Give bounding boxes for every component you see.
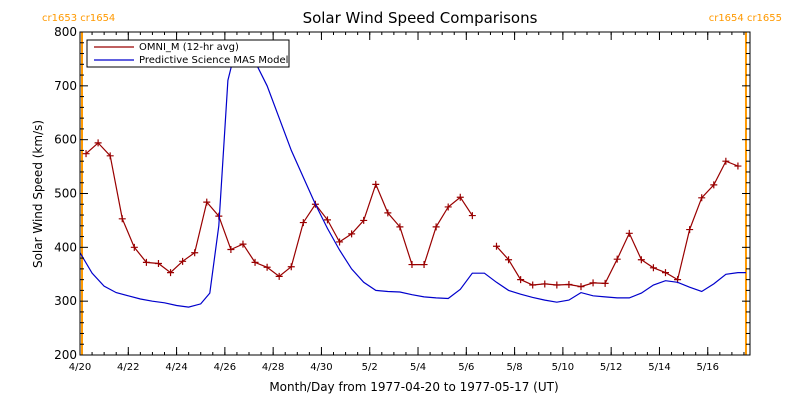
x-tick-label: 5/14 <box>648 362 670 373</box>
data-point <box>323 216 331 224</box>
carrington-label-left: cr1653 cr1654 <box>42 13 115 24</box>
data-point <box>492 242 500 250</box>
data-point <box>372 180 380 188</box>
y-tick-label: 600 <box>54 133 77 147</box>
data-point <box>384 209 392 217</box>
x-tick-label: 5/16 <box>697 362 719 373</box>
x-tick-label: 5/12 <box>600 362 622 373</box>
data-point <box>154 259 162 267</box>
x-tick-label: 5/8 <box>507 362 523 373</box>
data-point <box>275 272 283 280</box>
chart-title: Solar Wind Speed Comparisons <box>303 9 538 27</box>
data-point <box>734 162 742 170</box>
data-point <box>541 280 549 288</box>
x-axis-title: Month/Day from 1977-04-20 to 1977-05-17 … <box>269 380 558 394</box>
x-tick-label: 5/2 <box>362 362 378 373</box>
data-point <box>142 258 150 266</box>
data-point <box>263 263 271 271</box>
series-line <box>85 142 473 278</box>
y-axis-title: Solar Wind Speed (km/s) <box>31 120 45 268</box>
x-tick-label: 4/30 <box>310 362 332 373</box>
y-tick-label: 500 <box>54 187 77 201</box>
data-point <box>722 157 730 165</box>
data-point <box>408 261 416 269</box>
series-line <box>79 55 746 308</box>
data-point <box>456 193 464 201</box>
data-point <box>686 226 694 234</box>
data-point <box>468 212 476 220</box>
y-tick-label: 400 <box>54 240 77 254</box>
data-point <box>396 223 404 231</box>
y-tick-label: 300 <box>54 294 77 308</box>
series-omni <box>82 139 742 291</box>
x-tick-label: 4/22 <box>117 362 139 373</box>
y-tick-label: 700 <box>54 79 77 93</box>
x-tick-label: 4/28 <box>262 362 284 373</box>
data-point <box>106 152 114 160</box>
data-point <box>529 281 537 289</box>
legend-label-model: Predictive Science MAS Model <box>139 55 288 66</box>
y-tick-label: 800 <box>54 25 77 39</box>
data-point <box>432 223 440 231</box>
data-point <box>203 198 211 206</box>
data-point <box>710 181 718 189</box>
data-point <box>517 276 525 284</box>
data-point <box>94 139 102 147</box>
data-point <box>227 245 235 253</box>
data-point <box>167 269 175 277</box>
series-line <box>496 160 739 288</box>
x-tick-label: 5/10 <box>552 362 574 373</box>
data-point <box>698 194 706 202</box>
data-point <box>505 256 513 264</box>
legend-box <box>86 39 290 68</box>
legend: OMNI_M (12-hr avg) Predictive Science MA… <box>86 39 290 68</box>
data-point <box>649 264 657 272</box>
x-tick-label: 5/4 <box>410 362 426 373</box>
x-tick-label: 4/20 <box>69 362 91 373</box>
data-point <box>191 249 199 257</box>
data-point <box>661 269 669 277</box>
data-point <box>637 256 645 264</box>
x-tick-label: 4/24 <box>165 362 187 373</box>
data-point <box>299 219 307 227</box>
data-point <box>577 283 585 291</box>
data-point <box>589 279 597 287</box>
y-tick-label: 200 <box>54 348 77 362</box>
data-point <box>444 203 452 211</box>
series-model <box>79 55 746 308</box>
data-point <box>601 279 609 287</box>
data-point <box>565 280 573 288</box>
legend-label-omni: OMNI_M (12-hr avg) <box>139 42 239 53</box>
carrington-label-right: cr1654 cr1655 <box>709 13 782 24</box>
data-point <box>82 150 90 158</box>
data-point <box>336 238 344 246</box>
data-point <box>613 255 621 263</box>
data-point <box>625 229 633 237</box>
data-point <box>179 257 187 265</box>
data-point <box>251 258 259 266</box>
data-point <box>420 261 428 269</box>
data-point <box>118 215 126 223</box>
data-point <box>239 240 247 248</box>
data-point <box>360 216 368 224</box>
x-tick-label: 5/6 <box>458 362 474 373</box>
x-tick-label: 4/26 <box>214 362 236 373</box>
data-point <box>348 230 356 238</box>
data-point <box>287 263 295 271</box>
data-point <box>553 281 561 289</box>
plot-frame <box>79 31 751 356</box>
data-point <box>130 243 138 251</box>
